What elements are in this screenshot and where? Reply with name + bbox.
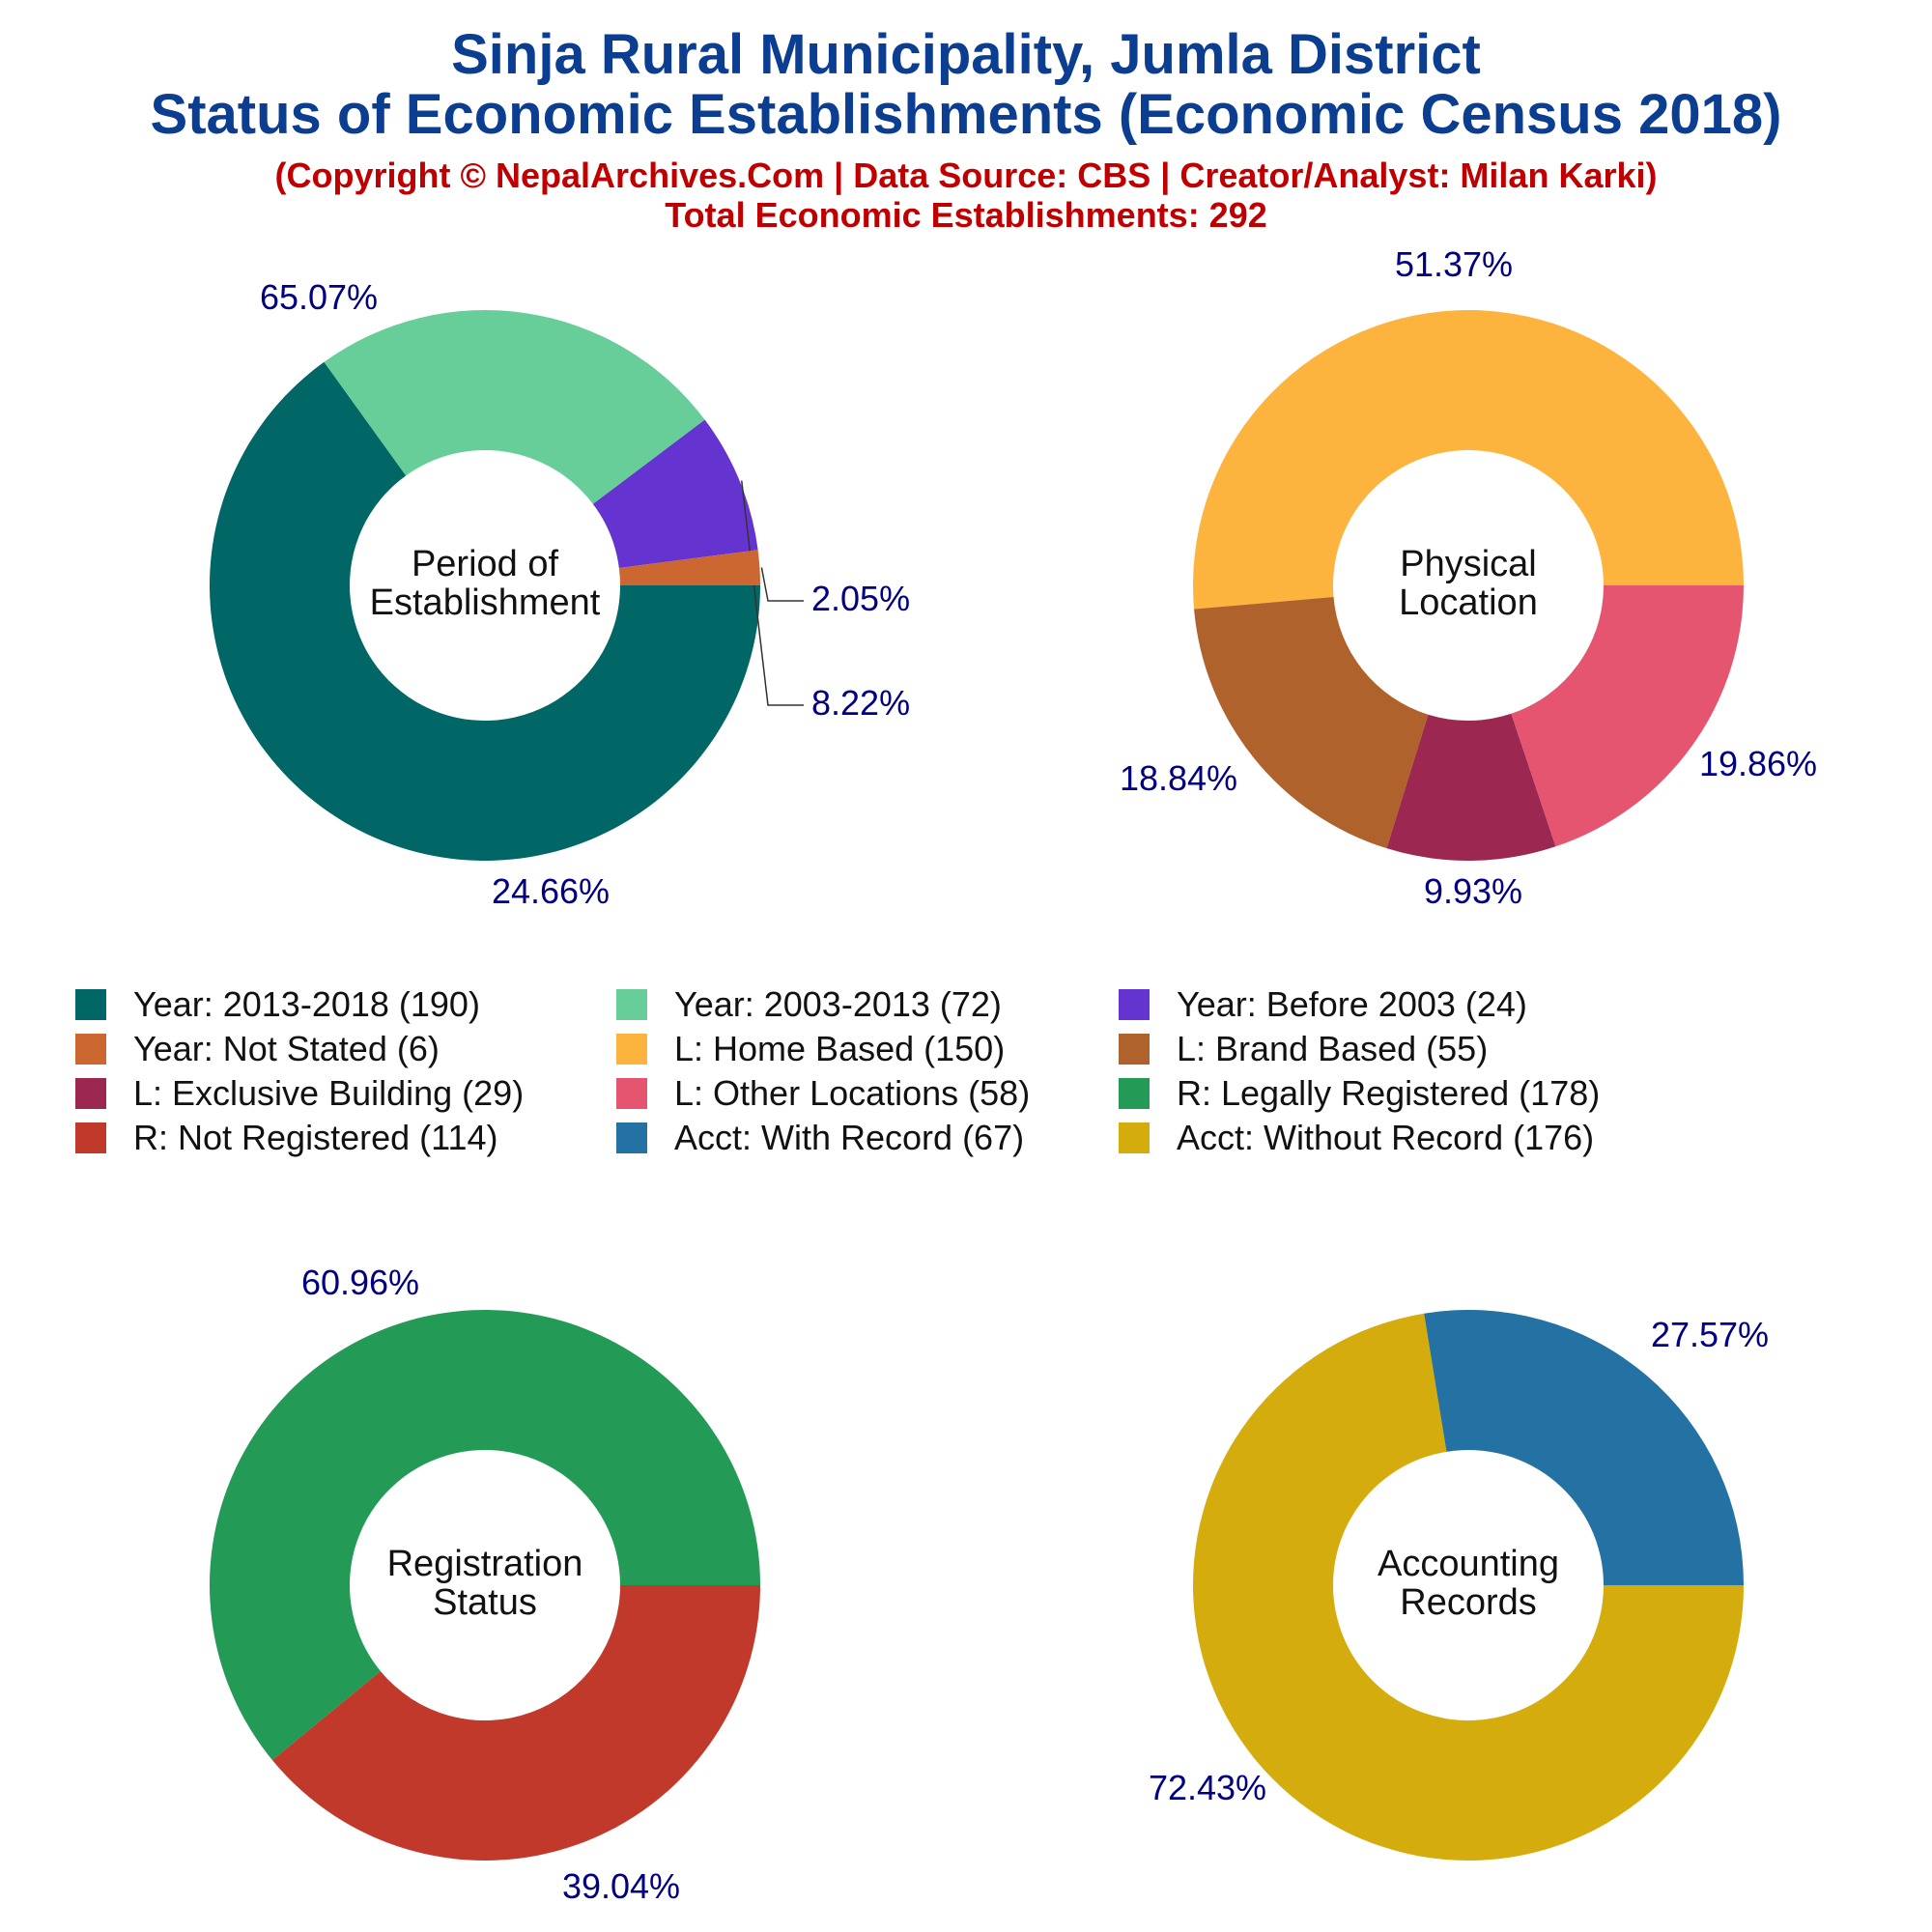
legend-label: Year: 2003-2013 (72) xyxy=(674,984,1002,1024)
legend-item: Year: Not Stated (6) xyxy=(75,1029,440,1068)
legend-label: L: Brand Based (55) xyxy=(1177,1029,1489,1068)
legend-swatch xyxy=(616,1034,647,1065)
donut-2-percent-label-4: 19.86% xyxy=(1699,744,1817,783)
donut-1-percent-label-2: 24.66% xyxy=(492,871,610,911)
legend-swatch xyxy=(616,989,647,1020)
legend-item: L: Brand Based (55) xyxy=(1119,1029,1489,1068)
donut-1-leader-line-4 xyxy=(760,567,804,602)
total-establishments-subtitle: Total Economic Establishments: 292 xyxy=(665,195,1267,235)
donut-3-center-label-line-2: Status xyxy=(433,1582,537,1623)
donut-1-slice-3 xyxy=(592,419,758,568)
donut-3-slice-2 xyxy=(271,1585,760,1861)
donut-2-slice-1 xyxy=(1193,310,1744,610)
legend-swatch xyxy=(1119,1034,1150,1065)
donut-2-slice-2 xyxy=(1194,597,1429,849)
donut-2-percent-label-1: 51.37% xyxy=(1395,244,1513,284)
main-title-line-2: Status of Economic Establishments (Econo… xyxy=(150,83,1782,146)
donut-2-percent-label-3: 9.93% xyxy=(1424,871,1522,911)
donut-2-center-label-line-1: Physical xyxy=(1400,544,1537,584)
legend-label: L: Other Locations (58) xyxy=(674,1073,1031,1113)
legend-item: L: Other Locations (58) xyxy=(616,1073,1031,1113)
donut-3-center-label-line-1: Registration xyxy=(387,1544,583,1584)
legend-item: Year: 2003-2013 (72) xyxy=(616,984,1002,1024)
donut-3-percent-label-2: 39.04% xyxy=(562,1866,680,1906)
legend-item: Year: Before 2003 (24) xyxy=(1119,984,1527,1024)
legend-swatch xyxy=(75,1078,106,1109)
donut-1-center-label-line-2: Establishment xyxy=(370,582,601,623)
donut-4-center-label-line-2: Records xyxy=(1400,1582,1537,1623)
legend-item: R: Legally Registered (178) xyxy=(1119,1073,1601,1113)
legend-item: Year: 2013-2018 (190) xyxy=(75,984,480,1024)
legend-label: Acct: With Record (67) xyxy=(674,1118,1025,1157)
donut-2-center-label-line-2: Location xyxy=(1399,582,1538,623)
legend-swatch xyxy=(75,989,106,1020)
legend-item: L: Exclusive Building (29) xyxy=(75,1073,525,1113)
donut-1-slice-2 xyxy=(324,310,705,504)
legend-swatch xyxy=(616,1078,647,1109)
donut-chart-1: 65.07% 24.66% 8.22% 2.05% Period ofEstablish… xyxy=(210,277,910,911)
legend-swatch xyxy=(1119,1122,1150,1153)
donut-2-slice-3 xyxy=(1386,713,1556,861)
main-title-line-1: Sinja Rural Municipality, Jumla District xyxy=(451,23,1481,86)
legend-item: Acct: Without Record (176) xyxy=(1119,1118,1595,1157)
legend-item: L: Home Based (150) xyxy=(616,1029,1006,1068)
legend-swatch xyxy=(75,1034,106,1065)
legend-label: R: Legally Registered (178) xyxy=(1177,1073,1601,1113)
legend-label: Year: 2013-2018 (190) xyxy=(133,984,480,1024)
legend-item: Acct: With Record (67) xyxy=(616,1118,1025,1157)
legend-swatch xyxy=(75,1122,106,1153)
donut-4-slice-2 xyxy=(1424,1310,1744,1585)
donut-1-percent-label-1: 65.07% xyxy=(260,277,378,317)
legend-label: Year: Before 2003 (24) xyxy=(1177,984,1527,1024)
donut-3-percent-label-1: 60.96% xyxy=(301,1263,419,1302)
legend-item: R: Not Registered (114) xyxy=(75,1118,498,1157)
legend-swatch xyxy=(1119,1078,1150,1109)
donut-1-center-label-line-1: Period of xyxy=(412,544,559,584)
donut-1-percent-label-4: 2.05% xyxy=(811,579,910,618)
legend-swatch xyxy=(1119,989,1150,1020)
donut-1-slice-1 xyxy=(210,361,760,861)
donut-4-center-label-line-1: Accounting xyxy=(1378,1544,1559,1584)
donut-4-percent-label-1: 72.43% xyxy=(1149,1768,1266,1807)
legend-label: R: Not Registered (114) xyxy=(133,1118,498,1157)
legend-label: Year: Not Stated (6) xyxy=(133,1029,440,1068)
donut-2-percent-label-2: 18.84% xyxy=(1120,758,1237,798)
donut-1-percent-label-3: 8.22% xyxy=(811,683,910,723)
donut-2-slice-4 xyxy=(1511,585,1744,847)
legend-swatch xyxy=(616,1122,647,1153)
legend-label: L: Home Based (150) xyxy=(674,1029,1006,1068)
copyright-subtitle: (Copyright © NepalArchives.Com | Data So… xyxy=(274,156,1658,195)
donut-1-slice-4 xyxy=(618,550,760,585)
legend-label: L: Exclusive Building (29) xyxy=(133,1073,525,1113)
donut-3-slice-1 xyxy=(210,1310,760,1761)
donut-4-percent-label-2: 27.57% xyxy=(1651,1315,1769,1354)
legend-label: Acct: Without Record (176) xyxy=(1177,1118,1595,1157)
donut-4-slice-1 xyxy=(1193,1313,1744,1861)
